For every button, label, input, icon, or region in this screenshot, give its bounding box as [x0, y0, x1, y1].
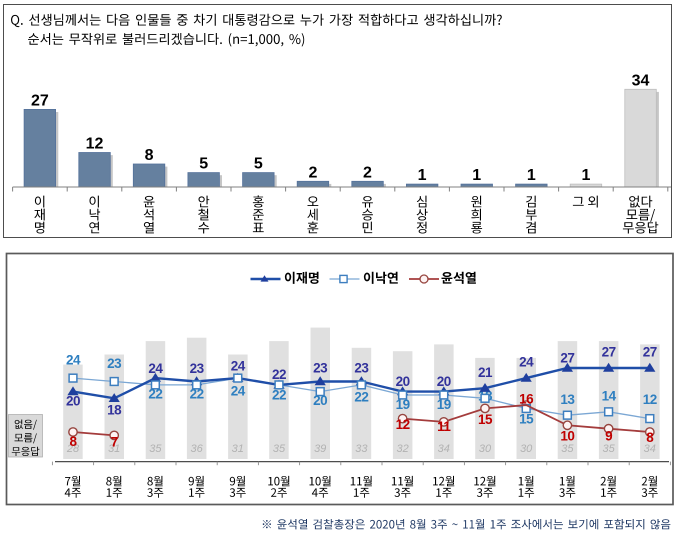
svg-text:27: 27: [602, 345, 616, 360]
svg-text:7: 7: [111, 435, 118, 450]
svg-text:23: 23: [107, 356, 122, 371]
svg-text:30: 30: [520, 443, 533, 455]
svg-text:24: 24: [66, 352, 81, 367]
svg-text:10: 10: [560, 429, 574, 444]
svg-text:15: 15: [478, 412, 493, 427]
svg-text:20: 20: [396, 374, 410, 389]
svg-text:27: 27: [560, 351, 574, 366]
svg-text:12: 12: [643, 392, 657, 407]
svg-text:27: 27: [31, 92, 49, 109]
svg-text:23: 23: [190, 361, 205, 376]
svg-text:23: 23: [313, 361, 328, 376]
svg-text:34: 34: [438, 443, 450, 455]
svg-text:34: 34: [632, 72, 650, 89]
svg-text:30: 30: [479, 443, 492, 455]
svg-text:2: 2: [363, 164, 372, 181]
svg-text:14: 14: [602, 388, 617, 403]
svg-text:31: 31: [108, 443, 120, 455]
svg-text:1: 1: [581, 167, 590, 184]
svg-text:18: 18: [107, 403, 122, 418]
svg-text:35: 35: [273, 443, 286, 455]
svg-text:22: 22: [272, 367, 286, 382]
svg-text:20: 20: [66, 394, 80, 409]
svg-text:36: 36: [190, 443, 203, 455]
svg-text:28: 28: [66, 443, 80, 455]
svg-text:5: 5: [199, 156, 208, 173]
svg-text:1: 1: [418, 167, 427, 184]
svg-text:12: 12: [86, 136, 104, 153]
svg-text:35: 35: [149, 443, 162, 455]
svg-text:22: 22: [190, 387, 204, 402]
svg-text:21: 21: [478, 365, 493, 380]
svg-text:16: 16: [519, 392, 534, 407]
svg-text:13: 13: [560, 392, 575, 407]
svg-text:5: 5: [254, 156, 263, 173]
svg-text:2: 2: [308, 164, 317, 181]
svg-text:19: 19: [437, 397, 451, 412]
svg-text:27: 27: [643, 345, 657, 360]
svg-text:20: 20: [437, 374, 451, 389]
svg-text:8: 8: [69, 434, 77, 449]
svg-text:24: 24: [231, 383, 246, 398]
svg-text:9: 9: [605, 429, 612, 444]
svg-text:11: 11: [437, 419, 451, 434]
svg-text:34: 34: [644, 443, 656, 455]
svg-text:8: 8: [646, 430, 654, 445]
svg-text:22: 22: [148, 387, 162, 402]
svg-text:32: 32: [396, 443, 408, 455]
svg-text:12: 12: [396, 417, 410, 432]
svg-text:39: 39: [314, 443, 326, 455]
svg-text:15: 15: [519, 412, 534, 427]
svg-text:24: 24: [519, 355, 534, 370]
svg-text:35: 35: [602, 443, 615, 455]
svg-text:8: 8: [145, 147, 154, 164]
svg-text:31: 31: [232, 443, 244, 455]
svg-text:1: 1: [527, 167, 536, 184]
svg-text:33: 33: [355, 443, 368, 455]
svg-text:35: 35: [561, 443, 574, 455]
svg-text:22: 22: [354, 389, 368, 404]
svg-text:1: 1: [472, 167, 481, 184]
svg-text:24: 24: [231, 359, 246, 374]
svg-text:24: 24: [148, 361, 163, 376]
svg-text:20: 20: [313, 393, 327, 408]
svg-text:23: 23: [354, 361, 369, 376]
svg-text:19: 19: [396, 397, 410, 412]
svg-text:22: 22: [272, 388, 286, 403]
